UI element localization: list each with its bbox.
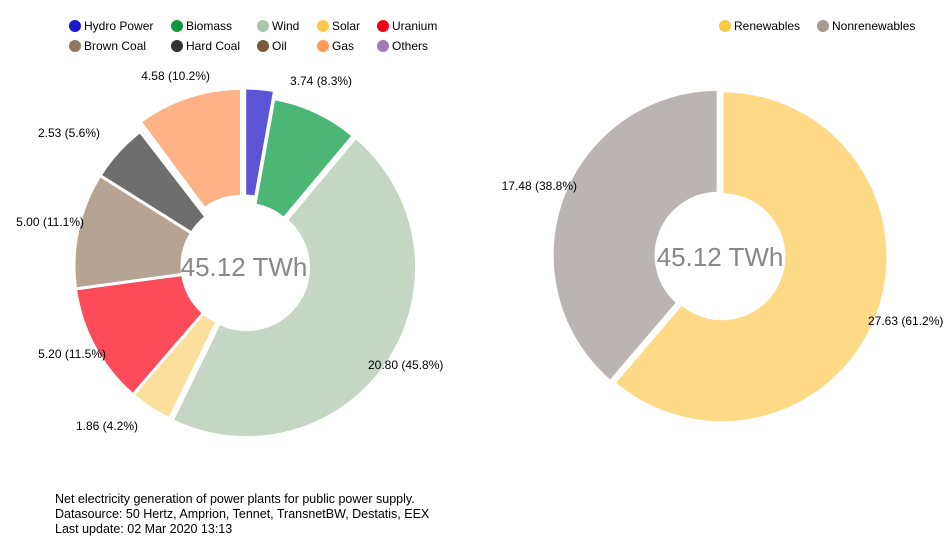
slice-label-solar: 1.86 (4.2%) bbox=[76, 419, 138, 433]
legend-marker-uranium bbox=[377, 20, 389, 32]
legend-marker-solar bbox=[317, 20, 329, 32]
legend-marker-biomass bbox=[171, 20, 183, 32]
legend-marker-brown-coal bbox=[69, 40, 81, 52]
legend-item-hard-coal[interactable]: Hard Coal bbox=[171, 39, 240, 53]
legend-label-nonrenewables: Nonrenewables bbox=[832, 19, 915, 33]
slice-renewables[interactable] bbox=[612, 89, 890, 425]
legend-label-wind: Wind bbox=[272, 19, 299, 33]
slice-oil[interactable] bbox=[138, 127, 209, 219]
legend-item-gas[interactable]: Gas bbox=[317, 39, 354, 53]
legend-marker-others bbox=[377, 40, 389, 52]
slice-label-gas: 4.58 (10.2%) bbox=[141, 69, 210, 83]
legend-item-oil[interactable]: Oil bbox=[257, 39, 287, 53]
legend-marker-oil bbox=[257, 40, 269, 52]
legend-marker-gas bbox=[317, 40, 329, 52]
footer-description: Net electricity generation of power plan… bbox=[55, 492, 415, 506]
legend-label-renewables: Renewables bbox=[734, 19, 800, 33]
slice-label-hard-coal: 2.53 (5.6%) bbox=[38, 126, 100, 140]
legend-item-hydro-power[interactable]: Hydro Power bbox=[69, 19, 153, 33]
donut-chart-2: Renewables Nonrenewables 27.63 (61.2%) 17.4… bbox=[502, 19, 943, 425]
legend-label-uranium: Uranium bbox=[392, 19, 437, 33]
legend-item-brown-coal[interactable]: Brown Coal bbox=[69, 39, 146, 53]
footer-last-update: Last update: 02 Mar 2020 13:13 bbox=[55, 522, 233, 536]
legend-label-oil: Oil bbox=[272, 39, 287, 53]
legend-label-gas: Gas bbox=[332, 39, 354, 53]
slice-label-wind: 20.80 (45.8%) bbox=[368, 358, 443, 372]
slice-gas[interactable] bbox=[138, 86, 243, 211]
legend-item-wind[interactable]: Wind bbox=[257, 19, 299, 33]
slice-label-nonrenewables: 17.48 (38.8%) bbox=[502, 179, 577, 193]
legend-label-solar: Solar bbox=[332, 19, 360, 33]
legend-item-uranium[interactable]: Uranium bbox=[377, 19, 437, 33]
legend-marker-nonrenewables bbox=[817, 20, 829, 32]
legend-label-biomass: Biomass bbox=[186, 19, 232, 33]
slice-biomass[interactable] bbox=[253, 97, 355, 220]
legend-item-biomass[interactable]: Biomass bbox=[171, 19, 232, 33]
footer-datasource: Datasource: 50 Hertz, Amprion, Tennet, T… bbox=[55, 507, 430, 521]
slice-nonrenewables[interactable] bbox=[550, 87, 720, 384]
chart-footer: Net electricity generation of power plan… bbox=[55, 492, 429, 537]
legend-item-nonrenewables[interactable]: Nonrenewables bbox=[817, 19, 915, 33]
center-total: 45.12 TWh bbox=[657, 242, 784, 272]
legend-item-renewables[interactable]: Renewables bbox=[719, 19, 800, 33]
legend-label-brown-coal: Brown Coal bbox=[84, 39, 146, 53]
donut-chart-1: Hydro Power Biomass Wind Solar Uranium Brown … bbox=[16, 19, 443, 440]
center-total: 45.12 TWh bbox=[181, 252, 308, 282]
legend-item-others[interactable]: Others bbox=[377, 39, 428, 53]
legend-marker-wind bbox=[257, 20, 269, 32]
slice-label-renewables: 27.63 (61.2%) bbox=[868, 314, 943, 328]
legend-marker-hydro-power bbox=[69, 20, 81, 32]
legend-marker-hard-coal bbox=[171, 40, 183, 52]
slice-label-biomass: 3.74 (8.3%) bbox=[290, 74, 352, 88]
legend-marker-renewables bbox=[719, 20, 731, 32]
legend-label-others: Others bbox=[392, 39, 428, 53]
slice-uranium[interactable] bbox=[74, 272, 206, 397]
legend-item-solar[interactable]: Solar bbox=[317, 19, 360, 33]
legend-label-hard-coal: Hard Coal bbox=[186, 39, 240, 53]
legend-label-hydro-power: Hydro Power bbox=[84, 19, 153, 33]
slice-label-uranium: 5.20 (11.5%) bbox=[38, 347, 106, 361]
slice-label-brown-coal: 5.00 (11.1%) bbox=[16, 215, 84, 229]
slice-wind[interactable] bbox=[170, 135, 419, 440]
